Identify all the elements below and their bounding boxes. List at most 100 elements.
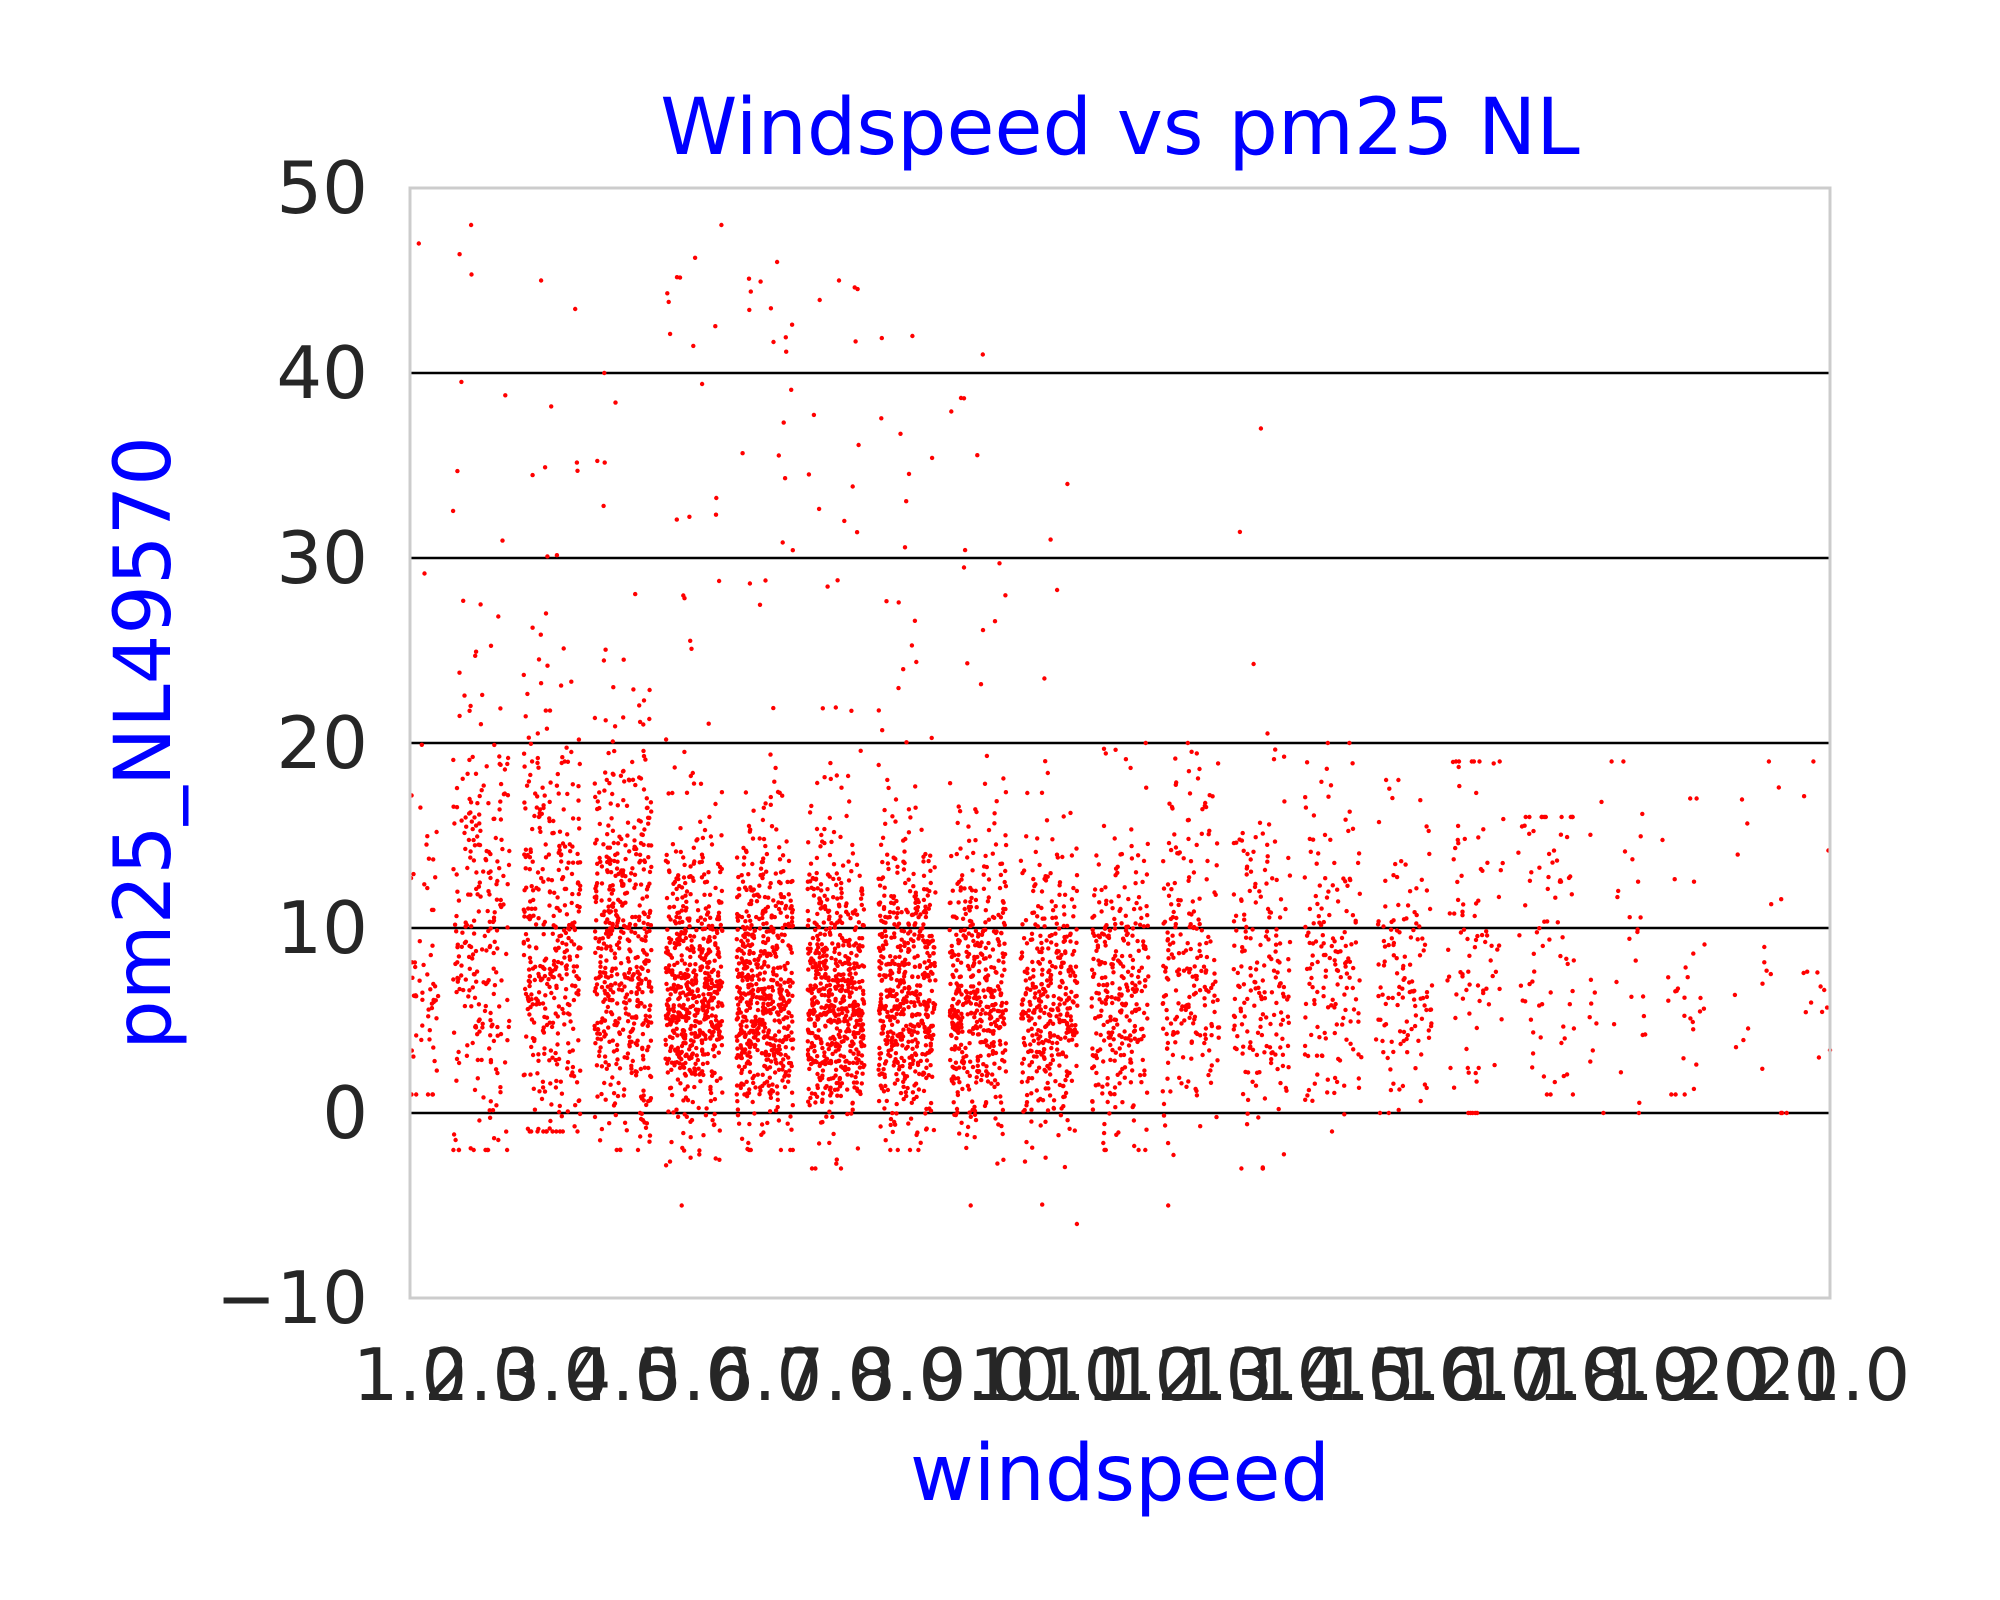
data-point: [469, 272, 474, 277]
data-point: [530, 472, 535, 478]
data-point: [487, 944, 492, 950]
data-point: [1045, 874, 1050, 879]
data-point: [756, 1025, 761, 1031]
data-point: [528, 849, 533, 855]
data-point: [1057, 1063, 1062, 1068]
data-point: [910, 974, 915, 980]
data-point: [744, 909, 749, 914]
data-point: [713, 324, 718, 329]
data-point: [960, 916, 966, 921]
data-point: [965, 855, 970, 860]
data-point: [1043, 1119, 1048, 1125]
data-point: [640, 937, 645, 943]
data-point: [771, 1053, 777, 1058]
data-point: [495, 1070, 500, 1076]
data-point: [502, 791, 507, 796]
data-point: [1181, 856, 1186, 861]
data-point: [820, 1119, 825, 1125]
data-point: [592, 1023, 597, 1029]
data-point: [981, 872, 986, 877]
data-point: [1046, 1086, 1051, 1091]
data-point: [714, 1023, 720, 1028]
data-point: [543, 993, 548, 998]
data-point: [839, 986, 845, 992]
data-point: [770, 999, 776, 1004]
data-point: [913, 1037, 918, 1042]
data-point: [526, 967, 532, 972]
data-point: [625, 1019, 631, 1024]
data-point: [996, 958, 1001, 963]
data-point: [462, 940, 468, 946]
data-point: [702, 997, 708, 1003]
data-point: [719, 833, 724, 838]
data-point: [973, 838, 978, 843]
data-point: [737, 986, 742, 991]
data-point: [1090, 1053, 1096, 1058]
data-point: [1058, 1113, 1064, 1118]
data-point: [815, 780, 820, 786]
data-point: [533, 906, 538, 911]
data-point: [844, 978, 849, 984]
data-point: [981, 886, 987, 891]
data-point: [999, 991, 1004, 996]
data-point: [780, 938, 785, 944]
data-point: [567, 954, 572, 959]
data-point: [859, 936, 865, 941]
data-point: [1024, 1139, 1029, 1145]
data-point: [892, 961, 897, 967]
data-point: [542, 1051, 547, 1057]
data-point: [989, 991, 994, 996]
data-point: [454, 1056, 460, 1062]
data-point: [736, 946, 742, 952]
data-point: [693, 981, 698, 986]
data-point: [671, 904, 677, 909]
data-point: [1214, 1114, 1219, 1120]
data-point: [878, 992, 884, 997]
data-point: [522, 914, 527, 919]
data-point: [699, 921, 704, 926]
data-point: [694, 927, 699, 933]
data-point: [533, 791, 538, 796]
data-point: [845, 1087, 850, 1092]
data-point: [895, 864, 900, 869]
data-point: [648, 800, 654, 805]
data-point: [688, 874, 693, 879]
data-point: [920, 1072, 925, 1077]
data-point: [1049, 932, 1054, 938]
data-point: [553, 924, 558, 929]
data-point: [967, 918, 973, 924]
data-point: [556, 1109, 562, 1115]
data-point: [646, 843, 651, 848]
data-point: [623, 900, 628, 905]
data-point: [634, 852, 639, 857]
data-point: [833, 1067, 839, 1073]
data-point: [1191, 909, 1197, 914]
data-point: [928, 1063, 933, 1068]
data-point: [1069, 1037, 1075, 1042]
data-point: [827, 815, 832, 821]
data-point: [775, 1091, 780, 1096]
data-point: [669, 1139, 674, 1145]
data-point: [621, 798, 626, 803]
data-point: [855, 1146, 861, 1151]
data-point: [1072, 1128, 1078, 1133]
data-point: [537, 807, 543, 812]
data-point: [995, 937, 1000, 942]
data-point: [1039, 889, 1045, 894]
data-point: [480, 1025, 485, 1030]
data-point: [689, 646, 694, 651]
data-point: [1130, 1104, 1135, 1110]
data-point: [839, 785, 844, 790]
data-point: [629, 1063, 634, 1069]
data-point: [928, 1100, 934, 1106]
data-point: [1215, 997, 1220, 1003]
data-point: [1039, 972, 1045, 977]
data-point: [703, 1036, 708, 1042]
data-point: [1025, 970, 1030, 976]
data-point: [955, 820, 960, 826]
data-point: [983, 920, 988, 925]
data-point: [1049, 940, 1054, 945]
data-point: [735, 927, 740, 932]
data-point: [543, 708, 548, 713]
data-point: [759, 1122, 765, 1127]
